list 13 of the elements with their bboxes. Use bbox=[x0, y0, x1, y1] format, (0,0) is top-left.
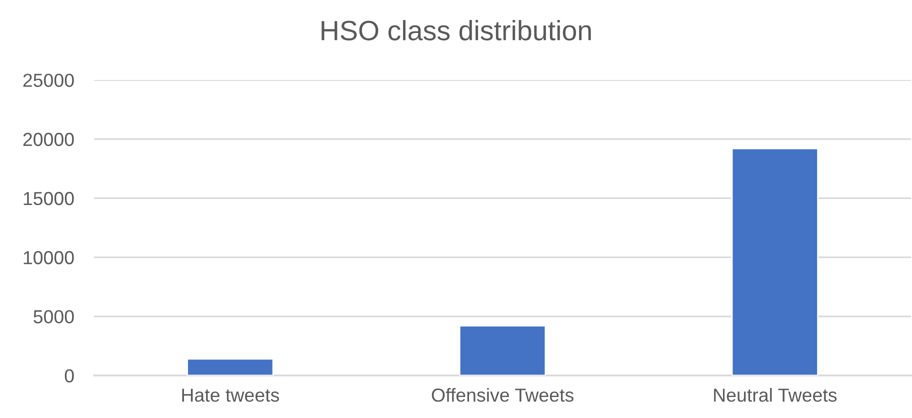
y-tick-label: 10000 bbox=[24, 251, 74, 264]
bar bbox=[458, 325, 546, 376]
y-tick-label: 0 bbox=[64, 369, 74, 382]
y-tick-label: 20000 bbox=[23, 132, 74, 146]
x-tick-label: Offensive Tweets bbox=[432, 388, 574, 402]
y-tick-label: 15000 bbox=[24, 192, 74, 206]
x-tick-label: Hate tweets bbox=[182, 388, 280, 402]
x-tick-label: Neutral Tweets bbox=[714, 388, 837, 402]
bar bbox=[186, 358, 274, 376]
y-tick-label: 25000 bbox=[23, 74, 74, 87]
y-tick-label: 5000 bbox=[34, 310, 74, 324]
chart-title: HSO class distribution bbox=[322, 20, 591, 40]
bar bbox=[731, 148, 818, 376]
